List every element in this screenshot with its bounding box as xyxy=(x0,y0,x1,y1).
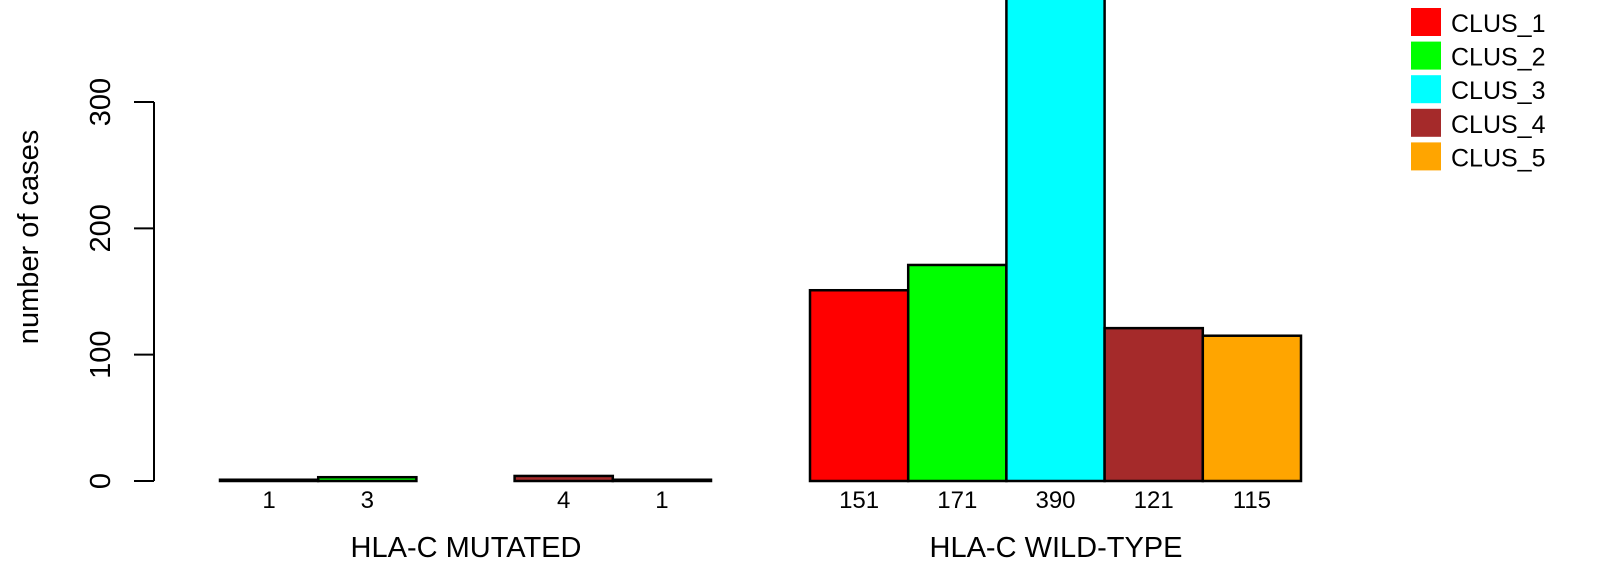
bar-wild-type-clus_1 xyxy=(808,288,910,483)
bar-count-label: 1 xyxy=(655,487,668,514)
legend-label: CLUS_5 xyxy=(1451,144,1546,172)
y-tick-label: 300 xyxy=(85,78,117,126)
bar-count-label: 151 xyxy=(839,487,879,514)
y-axis-label: number of cases xyxy=(13,130,45,344)
legend-label: CLUS_4 xyxy=(1451,111,1546,139)
legend-label: CLUS_1 xyxy=(1451,10,1546,38)
y-tick-label: 0 xyxy=(85,473,117,489)
bar-wild-type-clus_3 xyxy=(1005,0,1106,483)
bar-count-label: 3 xyxy=(361,487,374,514)
legend-swatch-clus_4 xyxy=(1411,108,1441,137)
bar-count-label: 4 xyxy=(557,487,570,514)
value-labels-layer: 1 3 4 1 151 171 390 121 115 xyxy=(262,487,1271,514)
bars-layer xyxy=(218,0,1303,483)
legend-swatch-clus_2 xyxy=(1411,41,1441,70)
legend-label: CLUS_3 xyxy=(1451,77,1546,105)
legend-swatch-clus_5 xyxy=(1411,142,1441,171)
bar-count-label: 121 xyxy=(1134,487,1174,514)
bar-mutated-clus_2 xyxy=(316,475,418,483)
bar-count-label: 115 xyxy=(1233,487,1271,514)
bar-mutated-clus_1 xyxy=(218,478,320,483)
bar-count-label: 390 xyxy=(1035,487,1075,514)
y-tick-label: 200 xyxy=(85,204,117,252)
legend-swatch-clus_3 xyxy=(1411,75,1441,104)
bar-wild-type-clus_5 xyxy=(1201,334,1303,483)
group-label-mutated: HLA-C MUTATED xyxy=(351,532,582,564)
bar-count-label: 1 xyxy=(262,487,275,514)
y-axis: 0 100 200 300 xyxy=(85,78,155,489)
legend-swatch-clus_1 xyxy=(1411,8,1441,36)
y-tick-label: 100 xyxy=(85,330,117,378)
legend-label: CLUS_2 xyxy=(1451,44,1546,72)
bar-wild-type-clus_2 xyxy=(906,263,1008,483)
bar-count-label: 171 xyxy=(937,487,977,514)
legend: CLUS_1 CLUS_2 CLUS_3 CLUS_4 CLUS_5 xyxy=(1411,8,1546,172)
group-label-wild-type: HLA-C WILD-TYPE xyxy=(930,532,1183,564)
bar-mutated-clus_5 xyxy=(611,478,713,483)
bar-wild-type-clus_4 xyxy=(1103,326,1205,483)
bar-mutated-clus_4 xyxy=(513,474,615,483)
